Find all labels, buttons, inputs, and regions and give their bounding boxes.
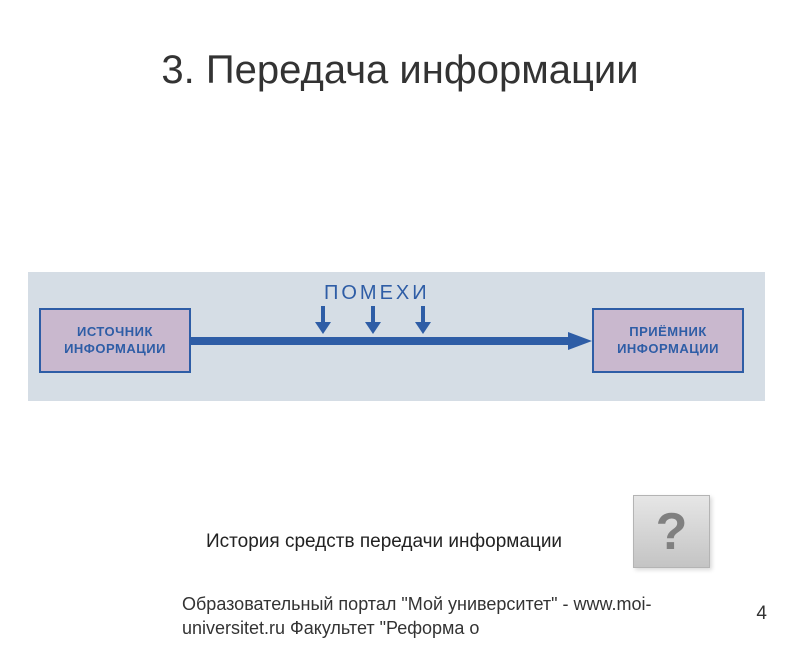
receiver-line2: ИНФОРМАЦИИ	[617, 341, 719, 358]
source-line2: ИНФОРМАЦИИ	[64, 341, 166, 358]
page-number: 4	[756, 603, 767, 625]
receiver-line1: ПРИЁМНИК	[629, 324, 707, 341]
receiver-box: ПРИЁМНИК ИНФОРМАЦИИ	[592, 308, 744, 373]
question-mark-icon: ?	[656, 502, 688, 562]
transmission-diagram: ИСТОЧНИК ИНФОРМАЦИИ ПОМЕХИ ПРИЁМНИК ИНФО…	[28, 272, 765, 401]
footer-text: Образовательный портал "Мой университет"…	[182, 592, 652, 641]
interference-label: ПОМЕХИ	[324, 282, 430, 305]
main-arrow	[191, 332, 592, 350]
history-link-text: История средств передачи информации	[206, 531, 562, 553]
slide-title: 3. Передача информации	[0, 48, 800, 93]
help-button[interactable]: ?	[633, 495, 710, 568]
source-line1: ИСТОЧНИК	[77, 324, 153, 341]
source-box: ИСТОЧНИК ИНФОРМАЦИИ	[39, 308, 191, 373]
